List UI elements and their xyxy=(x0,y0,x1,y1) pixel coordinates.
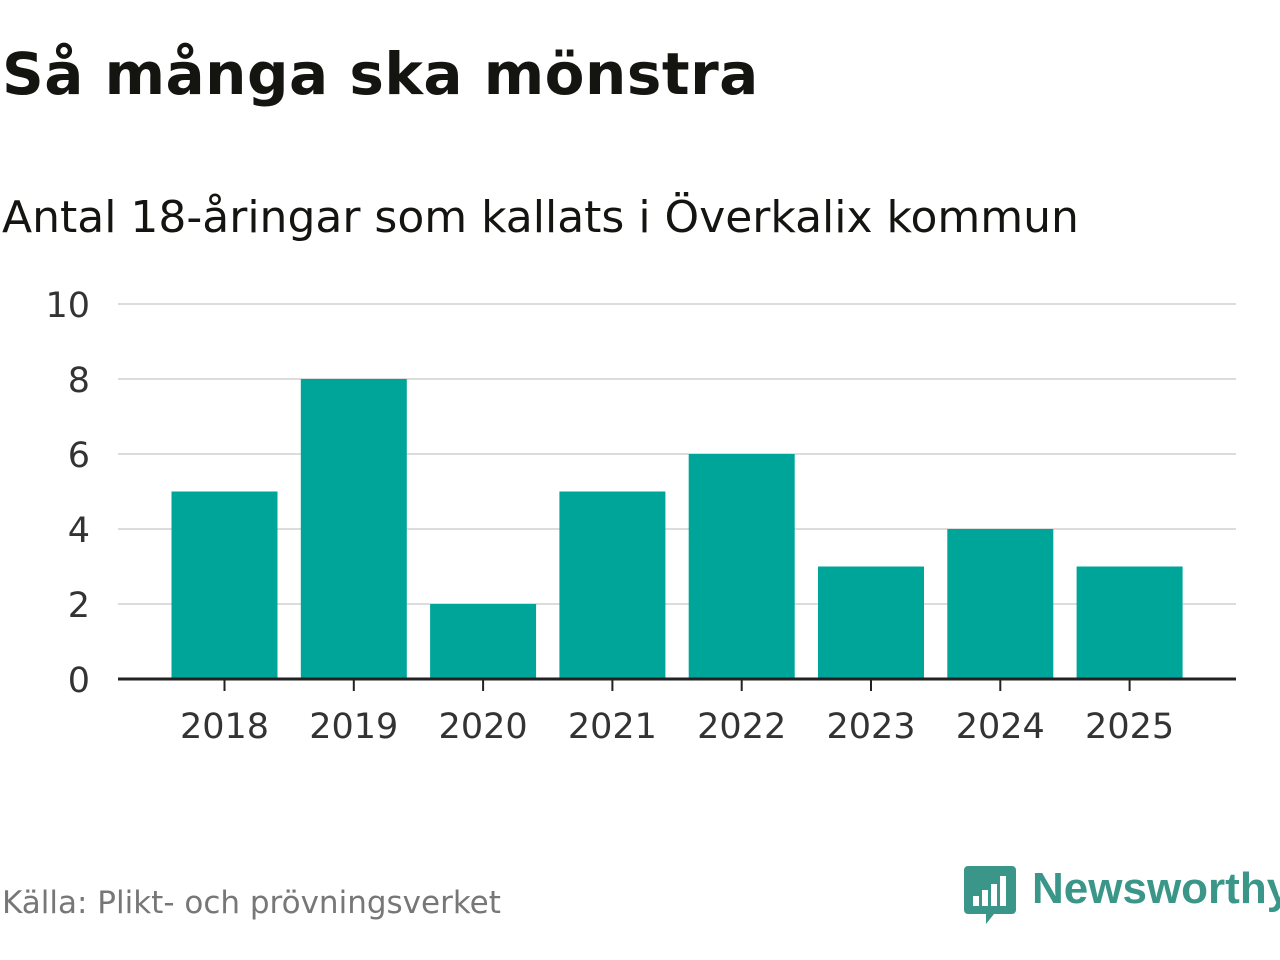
bar-2021 xyxy=(559,491,666,679)
x-tick-label: 2021 xyxy=(568,707,657,747)
x-tick-label: 2025 xyxy=(1085,707,1174,747)
x-tick-label: 2024 xyxy=(956,707,1045,747)
bar-2020 xyxy=(430,604,537,679)
gridlines xyxy=(118,303,1236,605)
y-tick-label: 2 xyxy=(68,586,90,626)
bar-2024 xyxy=(947,529,1054,679)
x-tick-label: 2022 xyxy=(697,707,786,747)
source-note: Källa: Plikt- och prövningsverket xyxy=(2,885,501,921)
bar-2023 xyxy=(818,566,924,679)
x-axis-ticks: 2018 2019 2020 2021 2022 2023 2024 2025 xyxy=(180,679,1174,747)
x-tick-label: 2019 xyxy=(309,707,398,747)
y-axis-ticks: 0 2 4 6 8 10 xyxy=(45,286,90,701)
x-tick-label: 2023 xyxy=(826,707,915,747)
newsworthy-logo-icon xyxy=(964,866,1016,924)
x-tick-label: 2020 xyxy=(439,707,528,747)
bar-2022 xyxy=(688,454,795,679)
bar-2025 xyxy=(1076,566,1183,679)
chart-subtitle: Antal 18-åringar som kallats i Överkalix… xyxy=(2,192,1079,243)
brand-name: Newsworthy xyxy=(1032,864,1280,913)
x-tick-label: 2018 xyxy=(180,707,269,747)
bar-chart: 0 2 4 6 8 10 2018 2019 2020 2021 2022 2023 2024 2025 xyxy=(45,286,1236,747)
y-tick-label: 6 xyxy=(68,436,90,476)
bar-2019 xyxy=(300,379,407,679)
y-tick-label: 0 xyxy=(68,661,90,701)
y-tick-label: 8 xyxy=(68,361,90,401)
y-tick-label: 4 xyxy=(68,511,90,551)
bars xyxy=(171,379,1183,679)
y-tick-label: 10 xyxy=(45,286,90,326)
chart-title: Så många ska mönstra xyxy=(2,40,759,108)
bar-2018 xyxy=(171,491,278,679)
